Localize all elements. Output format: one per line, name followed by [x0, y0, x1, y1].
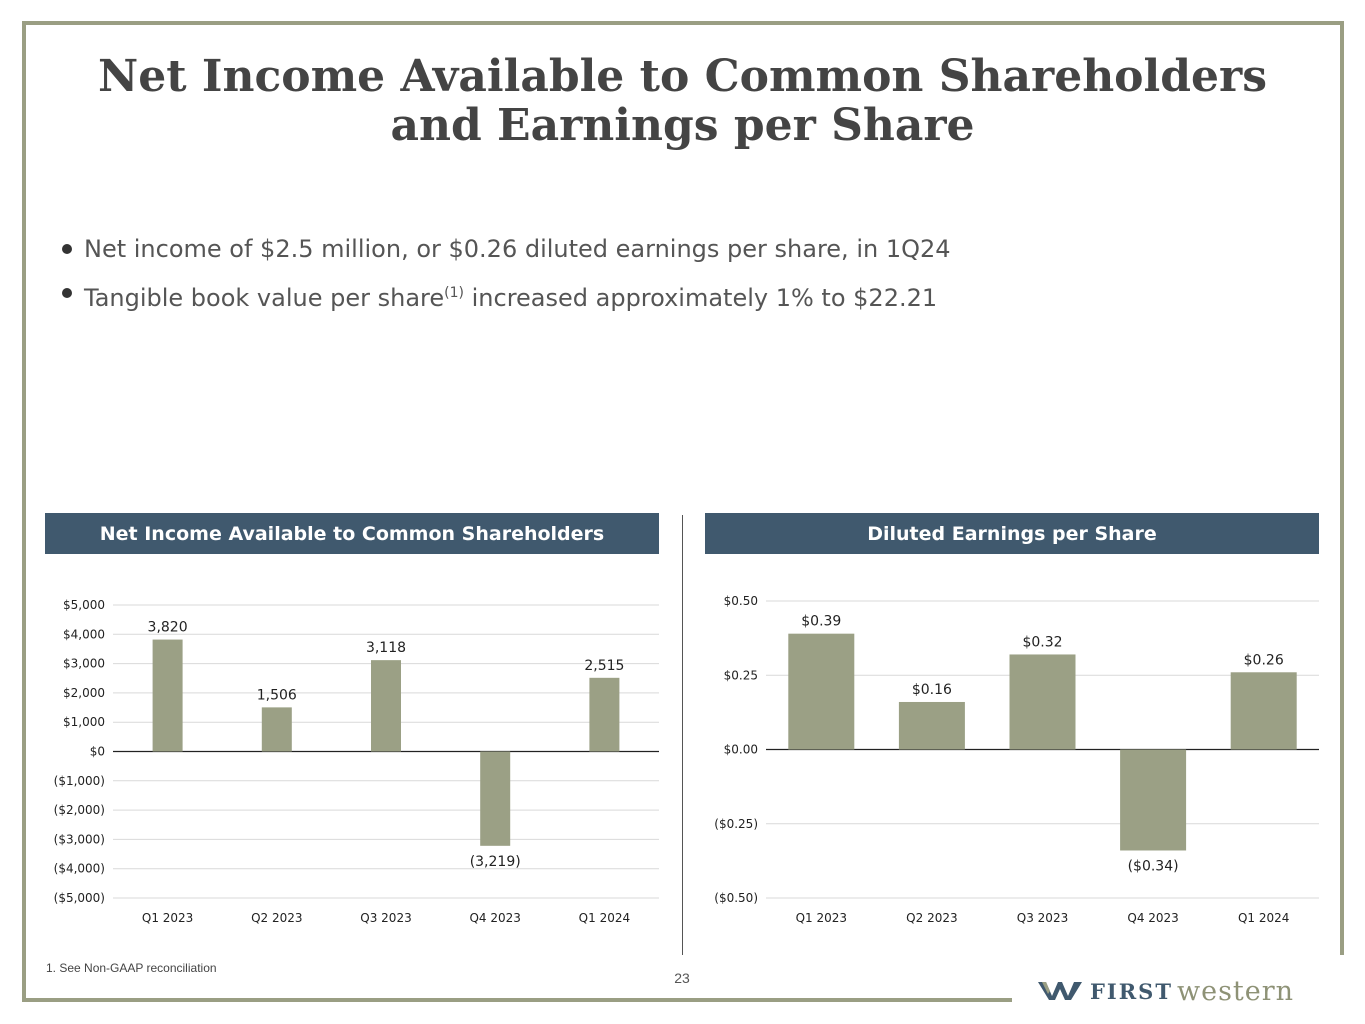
x-tick-label: Q1 2024: [1238, 911, 1289, 925]
bar: [788, 633, 855, 750]
y-tick-label: $1,000: [63, 715, 105, 729]
y-tick-label: ($3,000): [54, 832, 105, 846]
y-tick-label: ($1,000): [54, 774, 105, 788]
x-tick-label: Q2 2023: [251, 911, 302, 925]
company-logo: FIRST western: [1038, 975, 1295, 1007]
x-tick-label: Q1 2023: [796, 911, 847, 925]
frame-bottom-border: [22, 998, 1012, 1002]
data-label: ($0.34): [1128, 858, 1179, 874]
bullet-dot-icon: [62, 244, 72, 254]
bar: [589, 677, 620, 752]
y-tick-label: $2,000: [63, 686, 105, 700]
data-label: 3,118: [366, 640, 406, 656]
data-label: $0.32: [1022, 634, 1062, 650]
data-label: 3,820: [148, 620, 188, 636]
y-tick-label: ($4,000): [54, 862, 105, 876]
y-tick-label: ($5,000): [54, 891, 105, 905]
x-tick-label: Q4 2023: [469, 911, 520, 925]
y-tick-label: ($2,000): [54, 803, 105, 817]
y-tick-label: $4,000: [63, 627, 105, 641]
data-label: $0.26: [1244, 652, 1284, 668]
bar: [480, 751, 511, 846]
x-tick-label: Q2 2023: [906, 911, 957, 925]
y-tick-label: $0: [90, 745, 105, 759]
frame-top-border: [22, 21, 1344, 25]
bullet-net-income-text: Net income of $2.5 million, or $0.26 dil…: [84, 235, 951, 263]
data-label: 1,506: [257, 687, 297, 703]
chart1-header: Net Income Available to Common Sharehold…: [45, 513, 659, 554]
x-tick-label: Q1 2023: [142, 911, 193, 925]
y-tick-label: ($0.25): [714, 817, 758, 831]
y-tick-label: $0.25: [724, 668, 758, 682]
data-label: $0.39: [801, 614, 841, 630]
slide-title: Net Income Available to Common Sharehold…: [98, 51, 1267, 151]
x-tick-label: Q3 2023: [1017, 911, 1068, 925]
bar: [1009, 654, 1076, 750]
bullet-tangible-post: increased approximately 1% to $22.21: [463, 284, 938, 312]
data-label: $0.16: [912, 682, 952, 698]
logo-first-text: FIRST: [1090, 978, 1173, 1004]
w-mark-icon: [1038, 982, 1082, 1000]
y-tick-label: $3,000: [63, 657, 105, 671]
frame-left-border: [22, 21, 26, 1002]
footnote: 1. See Non-GAAP reconciliation: [46, 961, 217, 975]
bullet-dot-icon: [62, 288, 72, 298]
eps-chart: $0.50 $0.25 $0.00 ($0.25) ($0.50) $0.39 Q1 202…: [714, 594, 1319, 925]
bar: [898, 701, 965, 750]
bullet-net-income: Net income of $2.5 million, or $0.26 dil…: [60, 232, 951, 276]
bar: [261, 707, 292, 752]
y-tick-label: ($0.50): [714, 891, 758, 905]
footnote-marker: (1): [444, 285, 464, 301]
bar: [1120, 749, 1187, 851]
data-label: (3,219): [470, 854, 521, 870]
net-income-chart: $5,000 $4,000 $3,000 $2,000 $1,000 $0 ($1,000)…: [54, 598, 659, 925]
logo-western-text: western: [1176, 975, 1295, 1007]
panel-divider: [682, 515, 683, 955]
chart2-header: Diluted Earnings per Share: [705, 513, 1319, 554]
x-tick-label: Q3 2023: [360, 911, 411, 925]
x-tick-label: Q1 2024: [579, 911, 630, 925]
frame-right-border: [1340, 21, 1344, 955]
bar: [1230, 672, 1297, 750]
bullet-tangible-pre: Tangible book value per share: [84, 284, 445, 312]
y-tick-label: $5,000: [63, 598, 105, 612]
bar: [371, 660, 401, 752]
y-tick-label: $0.50: [724, 594, 758, 608]
bar: [152, 639, 183, 752]
bullet-list: Net income of $2.5 million, or $0.26 dil…: [60, 232, 951, 320]
page-number: 23: [674, 970, 690, 986]
bullet-tangible-book: Tangible book value per share(1) increas…: [60, 276, 951, 320]
data-label: 2,515: [584, 658, 624, 674]
x-tick-label: Q4 2023: [1127, 911, 1178, 925]
y-tick-label: $0.00: [724, 743, 758, 757]
